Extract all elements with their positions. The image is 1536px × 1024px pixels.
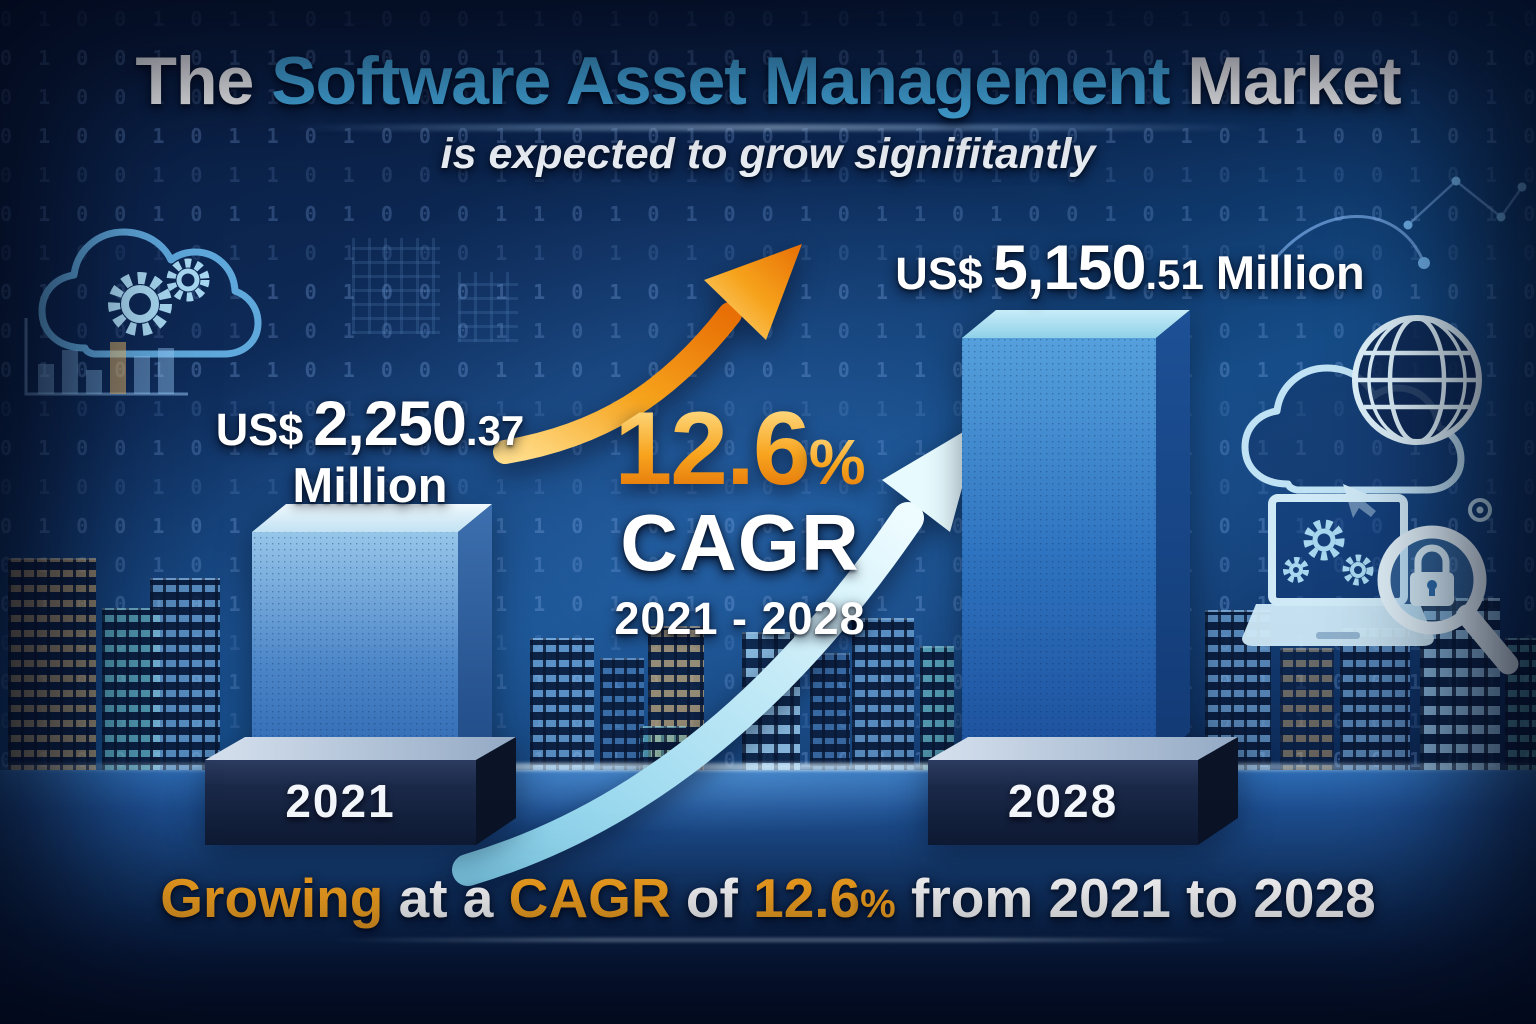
network-nodes-icon — [1270, 176, 1527, 269]
footer-headline: Growing at a CAGR of 12.6% from 2021 to … — [0, 866, 1536, 930]
floor-edge-highlight — [0, 763, 1536, 771]
gear-icon — [1283, 519, 1374, 586]
bar-2021 — [252, 504, 492, 770]
footer-text: from 2021 to 2028 — [895, 867, 1376, 929]
node-ring-icon — [1468, 498, 1492, 522]
value-2021: US$ 2,250 .37 Million — [200, 388, 540, 514]
building — [150, 578, 220, 772]
title-part2: Market — [1169, 43, 1401, 119]
title-light-streak — [290, 124, 1260, 131]
footer-growing: Growing — [160, 867, 384, 929]
year-label-2028: 2028 — [1007, 775, 1119, 827]
cagr-block: 12.6% CAGR 2021 - 2028 — [570, 391, 910, 645]
value-2028: US$ 5,150 .51 Million — [860, 232, 1400, 304]
laptop-gears-icon — [1242, 494, 1434, 646]
unit-2021: Million — [292, 459, 448, 513]
cloud-globe-icon — [1241, 315, 1492, 522]
subtitle: is expected to grow signifitantly — [440, 130, 1096, 178]
building — [1280, 648, 1334, 772]
footer-text: of — [670, 867, 754, 929]
amount-2021: 2,250 — [313, 389, 467, 459]
building — [742, 632, 800, 772]
cagr-percent: 12.6 — [614, 391, 810, 507]
magnifier-icon — [1377, 525, 1519, 675]
page-title: The Software Asset Management Market — [0, 42, 1536, 120]
building — [8, 558, 96, 772]
footer-percent: 12.6 — [753, 867, 861, 929]
decimal-2021: .37 — [465, 407, 525, 454]
building — [530, 638, 594, 772]
building — [810, 653, 850, 772]
cagr-range: 2021 - 2028 — [614, 593, 866, 644]
currency-2028: US$ — [895, 248, 983, 299]
mini-bar-chart-icon — [24, 318, 188, 396]
lock-icon — [1410, 544, 1454, 606]
unit-2028: Million — [1215, 246, 1365, 299]
grid-decoration — [458, 272, 518, 342]
building — [1340, 628, 1410, 772]
gear-icon — [108, 258, 210, 336]
footer-text: at a — [383, 867, 509, 929]
bar-2028 — [962, 310, 1190, 762]
footer-underline — [330, 938, 1230, 942]
building — [600, 658, 644, 772]
globe-icon — [1352, 315, 1482, 445]
cagr-percent-sign: % — [808, 426, 866, 498]
year-label-2021: 2021 — [285, 775, 396, 827]
currency-2021: US$ — [215, 404, 304, 455]
decimal-2028: .51 — [1145, 251, 1204, 298]
title-part1: The — [135, 43, 272, 119]
title-highlight: Software Asset Management — [271, 43, 1170, 119]
amount-2028: 5,150 — [992, 233, 1147, 303]
footer-percent-sign: % — [860, 882, 896, 926]
grid-decoration — [352, 238, 440, 334]
cagr-label: CAGR — [620, 498, 860, 587]
cloud-gears-icon — [38, 228, 262, 358]
building — [920, 646, 954, 772]
footer-cagr: CAGR — [508, 867, 671, 929]
